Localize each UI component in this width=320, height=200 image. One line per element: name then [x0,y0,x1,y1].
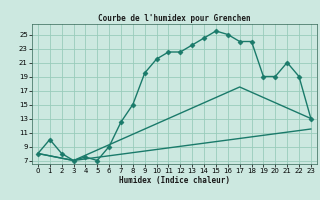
X-axis label: Humidex (Indice chaleur): Humidex (Indice chaleur) [119,176,230,185]
Title: Courbe de l'humidex pour Grenchen: Courbe de l'humidex pour Grenchen [98,14,251,23]
